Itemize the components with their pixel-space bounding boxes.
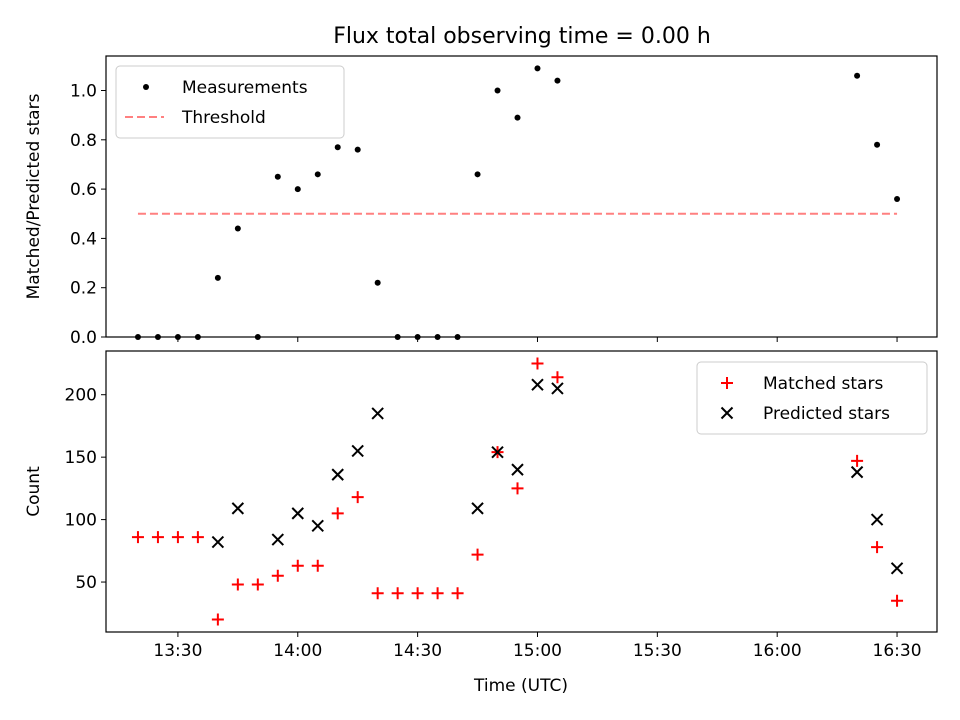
- measurement-point: [214, 274, 221, 281]
- matched-star-point: [311, 559, 324, 572]
- count-panel-x-tick-label: 16:30: [873, 641, 922, 661]
- measurement-point: [334, 144, 341, 151]
- predicted-star-point: [211, 535, 225, 549]
- matched-star-point: [411, 587, 424, 600]
- predicted-star-point: [890, 562, 904, 575]
- measurement-point: [554, 77, 561, 84]
- measurement-point: [514, 114, 521, 121]
- legend-label: Threshold: [181, 108, 266, 128]
- count-panel-x-tick-label: 13:30: [153, 641, 202, 661]
- measurement-point: [534, 65, 541, 72]
- predicted-star-point: [870, 513, 884, 526]
- ratio-panel-y-tick-label: 0.4: [70, 229, 97, 249]
- matched-star-point: [371, 587, 384, 600]
- matched-star-point: [511, 482, 524, 495]
- predicted-star-point: [491, 445, 504, 459]
- ratio-panel-y-tick-label: 0.8: [70, 131, 97, 151]
- legend-label: Measurements: [182, 78, 308, 98]
- measurement-point: [274, 173, 281, 180]
- ratio-panel-y-tick-label: 0.0: [70, 328, 97, 348]
- legend-label: Predicted stars: [763, 404, 890, 424]
- measurement-point: [354, 146, 361, 153]
- matched-star-point: [391, 587, 404, 600]
- matched-star-point: [331, 507, 344, 520]
- matched-star-point: [851, 454, 864, 467]
- predicted-star-point: [471, 502, 484, 515]
- matched-star-point: [551, 371, 564, 384]
- matched-star-point: [471, 548, 484, 561]
- legend-x-marker: [720, 406, 734, 420]
- predicted-star-point: [511, 463, 524, 476]
- measurement-point: [314, 171, 321, 178]
- matched-star-point: [891, 594, 904, 607]
- matched-star-point: [351, 491, 364, 504]
- legend-label: Matched stars: [763, 374, 883, 394]
- matched-star-point: [251, 578, 264, 591]
- matched-star-point: [451, 587, 464, 600]
- measurement-point: [234, 225, 241, 232]
- matched-star-point: [291, 559, 304, 572]
- measurement-point: [854, 72, 861, 79]
- predicted-star-point: [551, 382, 564, 395]
- measurement-point: [494, 87, 501, 94]
- matched-star-point: [191, 531, 204, 544]
- matched-star-point: [431, 587, 444, 600]
- count-panel-frame: [105, 350, 938, 633]
- legend-dot-marker: [143, 84, 149, 90]
- measurement-point: [474, 171, 481, 178]
- count-panel-x-tick-label: 14:30: [393, 641, 442, 661]
- predicted-star-point: [231, 502, 245, 515]
- ratio-panel-y-tick-label: 0.6: [70, 180, 97, 200]
- predicted-star-point: [271, 533, 285, 546]
- count-panel-y-tick-label: 150: [65, 448, 97, 468]
- count-panel-y-tick-label: 50: [75, 573, 97, 593]
- matched-star-point: [131, 531, 144, 544]
- count-panel-legend: [696, 361, 928, 435]
- legend-plus-marker: [721, 377, 733, 389]
- ratio-panel-y-tick-label: 1.0: [70, 82, 97, 102]
- measurement-point: [894, 195, 901, 202]
- count-panel-series-1: [211, 378, 904, 575]
- predicted-star-point: [331, 468, 344, 481]
- ratio-panel-y-tick-label: 0.2: [70, 279, 97, 299]
- matched-star-point: [871, 541, 884, 554]
- count-panel-y-axis-label: Count: [24, 466, 44, 517]
- count-panel-x-tick-label: 15:00: [513, 641, 562, 661]
- matched-star-point: [531, 357, 544, 370]
- count-panel: 50 100 150 200 13:30 14:00 14:30 15:00 15:30 16:0…: [24, 350, 938, 661]
- x-axis-label: Time (UTC): [473, 676, 568, 696]
- matched-star-point: [271, 569, 284, 582]
- predicted-star-point: [351, 444, 364, 458]
- ratio-panel-frame: [105, 55, 938, 338]
- count-panel-y-tick-label: 200: [65, 386, 97, 406]
- measurement-point: [874, 141, 881, 148]
- predicted-star-point: [531, 378, 544, 391]
- predicted-star-point: [850, 465, 864, 479]
- ratio-panel: 0.0 0.2 0.4 0.6 0.8 1.0 Matched/Predicted star…: [24, 55, 938, 348]
- count-panel-x-tick-label: 14:00: [273, 641, 322, 661]
- predicted-star-point: [371, 407, 384, 420]
- count-panel-y-tick-label: 100: [65, 511, 97, 531]
- count-panel-x-tick-label: 16:00: [753, 641, 802, 661]
- matched-star-point: [211, 613, 224, 626]
- measurement-point: [374, 279, 381, 286]
- matched-star-point: [231, 578, 244, 591]
- ratio-panel-y-axis-label: Matched/Predicted stars: [24, 93, 44, 299]
- measurement-point: [294, 186, 301, 193]
- count-panel-x-tick-label: 15:30: [633, 641, 682, 661]
- matched-star-point: [171, 531, 184, 544]
- ratio-panel-legend: [115, 65, 345, 139]
- matched-star-point: [151, 531, 164, 544]
- predicted-star-point: [311, 519, 324, 533]
- chart-title: Flux total observing time = 0.00 h: [333, 24, 711, 49]
- predicted-star-point: [291, 507, 304, 520]
